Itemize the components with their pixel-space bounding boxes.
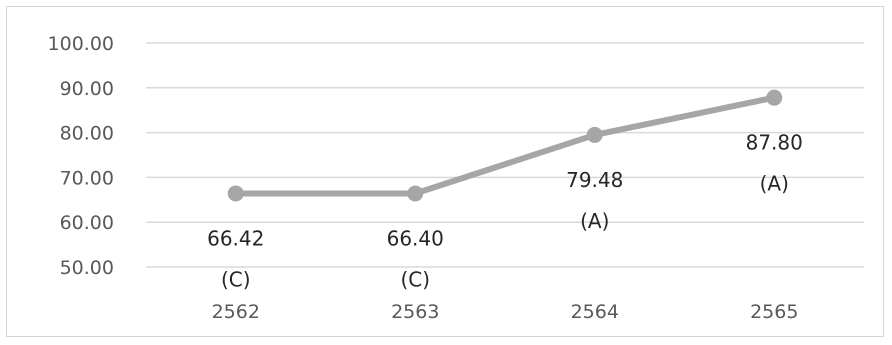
y-tick-label: 70.00 — [60, 167, 114, 189]
series-line-group — [227, 89, 783, 202]
y-axis-tick-labels: 100.00 90.00 80.00 70.00 60.00 50.00 — [48, 33, 114, 279]
data-label-grade: (A) — [580, 209, 609, 233]
y-tick-label: 90.00 — [60, 78, 114, 100]
series-line — [232, 94, 778, 197]
data-label-value: 66.40 — [387, 227, 444, 251]
data-labels: 66.42 (C) 66.40 (C) 79.48 (A) 87.80 (A) — [207, 131, 803, 292]
x-tick-label: 2565 — [750, 301, 798, 323]
data-label-value: 66.42 — [207, 226, 264, 250]
data-label-value: 87.80 — [746, 131, 803, 155]
data-point — [227, 185, 244, 202]
data-label-grade: (C) — [400, 268, 430, 292]
y-tick-label: 80.00 — [60, 123, 114, 145]
x-tick-label: 2562 — [212, 301, 260, 323]
data-label-value: 79.48 — [566, 168, 623, 192]
gridlines — [146, 42, 864, 268]
y-tick-label: 100.00 — [48, 33, 114, 55]
data-point — [407, 185, 424, 202]
data-label-grade: (C) — [221, 267, 251, 291]
data-label-grade: (A) — [760, 172, 789, 196]
x-tick-label: 2564 — [571, 301, 619, 323]
y-tick-label: 60.00 — [60, 212, 114, 234]
data-point — [586, 126, 603, 143]
y-tick-label: 50.00 — [60, 257, 114, 279]
data-point — [766, 89, 783, 106]
x-tick-label: 2563 — [391, 301, 439, 323]
chart-frame — [6, 6, 884, 337]
x-axis-tick-labels: 2562 2563 2564 2565 — [212, 301, 799, 323]
